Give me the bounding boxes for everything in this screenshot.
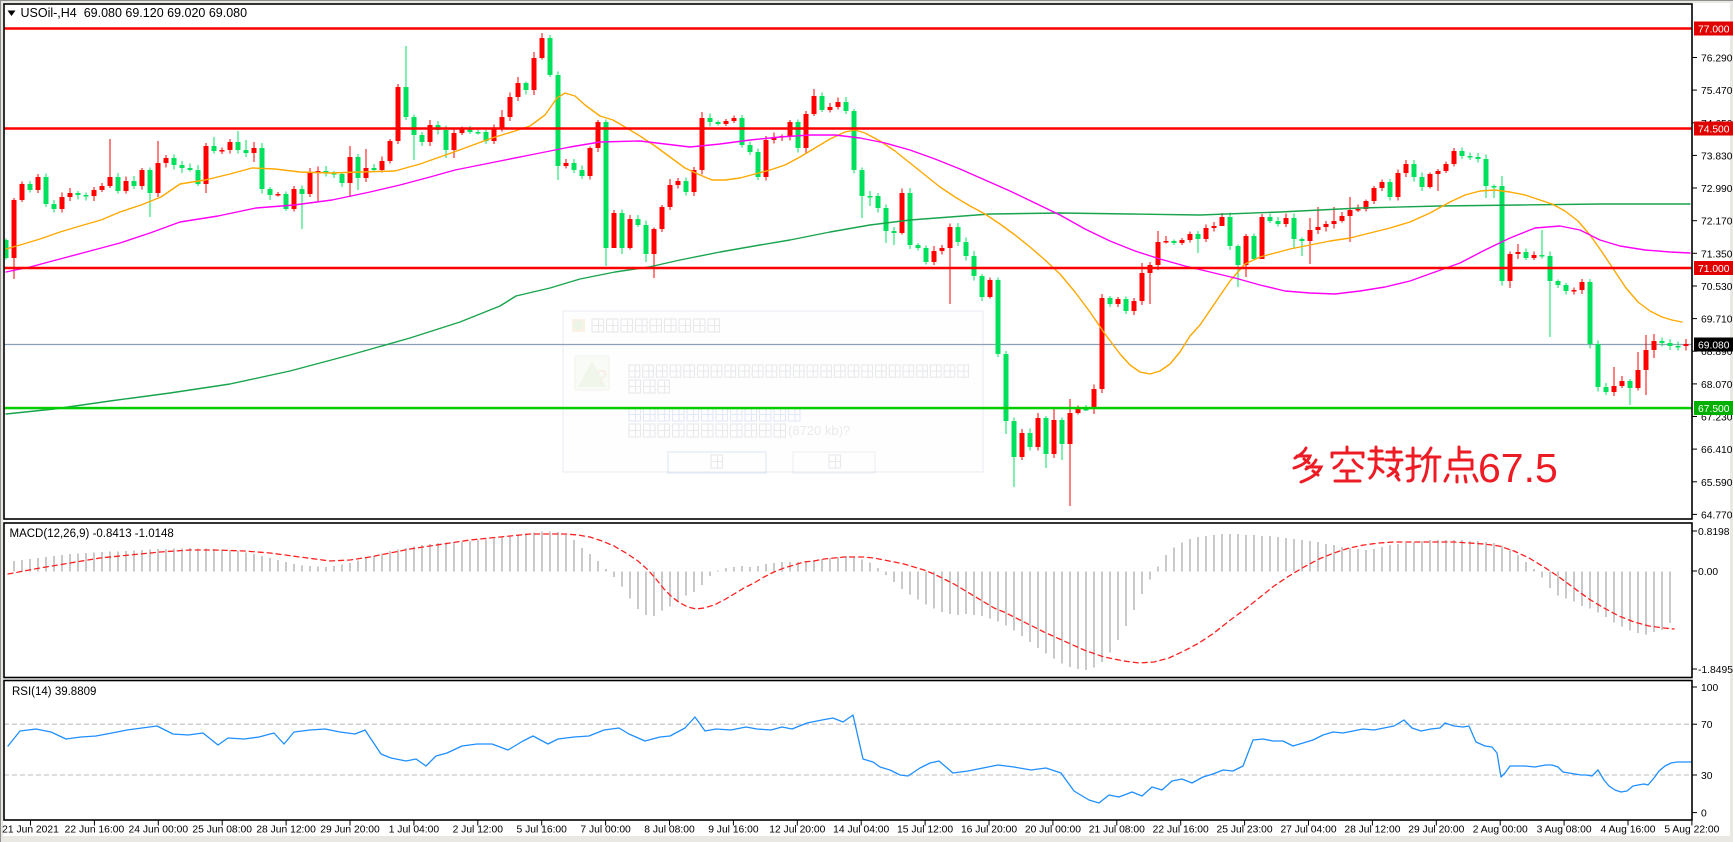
svg-text:0.8198: 0.8198 (1698, 527, 1730, 538)
svg-text:15 Jul 12:00: 15 Jul 12:00 (897, 825, 953, 836)
svg-text:74.500: 74.500 (1698, 125, 1730, 136)
svg-text:24 Jun 00:00: 24 Jun 00:00 (129, 825, 189, 836)
svg-text:100: 100 (1701, 683, 1718, 694)
svg-text:16 Jul 20:00: 16 Jul 20:00 (961, 825, 1017, 836)
svg-text:71.350: 71.350 (1701, 249, 1733, 260)
svg-text:25 Jun 08:00: 25 Jun 08:00 (192, 825, 252, 836)
svg-text:0.00: 0.00 (1698, 567, 1718, 578)
svg-text:7 Jul 00:00: 7 Jul 00:00 (580, 825, 631, 836)
svg-text:20 Jul 00:00: 20 Jul 00:00 (1025, 825, 1081, 836)
svg-text:14 Jul 04:00: 14 Jul 04:00 (833, 825, 889, 836)
svg-text:27 Jul 04:00: 27 Jul 04:00 (1280, 825, 1336, 836)
svg-text:22 Jul 16:00: 22 Jul 16:00 (1153, 825, 1209, 836)
svg-text:5 Aug 22:00: 5 Aug 22:00 (1664, 825, 1719, 836)
svg-text:-1.8495: -1.8495 (1698, 665, 1733, 676)
svg-text:21 Jul 08:00: 21 Jul 08:00 (1089, 825, 1145, 836)
svg-text:73.830: 73.830 (1701, 151, 1733, 162)
svg-text:3 Aug 08:00: 3 Aug 08:00 (1537, 825, 1592, 836)
svg-text:8 Jul 08:00: 8 Jul 08:00 (644, 825, 695, 836)
svg-text:4 Aug 16:00: 4 Aug 16:00 (1601, 825, 1656, 836)
svg-text:9 Jul 16:00: 9 Jul 16:00 (708, 825, 759, 836)
svg-text:29 Jul 20:00: 29 Jul 20:00 (1408, 825, 1464, 836)
svg-text:?: ? (596, 367, 607, 389)
svg-text:28 Jun 12:00: 28 Jun 12:00 (256, 825, 316, 836)
svg-text:0: 0 (1701, 809, 1707, 820)
svg-text:72.170: 72.170 (1701, 217, 1733, 228)
svg-text:68.890: 68.890 (1701, 347, 1733, 358)
svg-text:25 Jul 23:00: 25 Jul 23:00 (1217, 825, 1273, 836)
svg-text:28 Jul 12:00: 28 Jul 12:00 (1344, 825, 1400, 836)
svg-text:29 Jun 20:00: 29 Jun 20:00 (320, 825, 380, 836)
svg-text:70: 70 (1701, 720, 1713, 731)
svg-text:67.500: 67.500 (1698, 404, 1730, 415)
svg-text:RSI(14) 39.8809: RSI(14) 39.8809 (12, 686, 96, 698)
svg-text:64.770: 64.770 (1701, 510, 1733, 521)
svg-text:69.080: 69.080 (1698, 341, 1730, 352)
svg-text:70.530: 70.530 (1701, 282, 1733, 293)
svg-text:66.410: 66.410 (1701, 445, 1733, 456)
svg-text:69.710: 69.710 (1701, 315, 1733, 326)
svg-text:67.5: 67.5 (1478, 445, 1558, 491)
svg-text:2 Jul 12:00: 2 Jul 12:00 (453, 825, 504, 836)
svg-text:5 Jul 16:00: 5 Jul 16:00 (517, 825, 568, 836)
svg-text:75.470: 75.470 (1701, 86, 1733, 97)
svg-text:30: 30 (1701, 771, 1713, 782)
svg-text:2 Aug 00:00: 2 Aug 00:00 (1473, 825, 1528, 836)
svg-text:USOil-,H4 69.080 69.120 69.02: USOil-,H4 69.080 69.120 69.020 69.080 (21, 6, 248, 20)
svg-text:21 Jun 2021: 21 Jun 2021 (2, 825, 59, 836)
svg-text:MACD(12,26,9) -0.8413 -1.0148: MACD(12,26,9) -0.8413 -1.0148 (10, 528, 174, 540)
svg-text:72.990: 72.990 (1701, 184, 1733, 195)
svg-text:71.000: 71.000 (1698, 264, 1730, 275)
svg-text:77.000: 77.000 (1698, 25, 1730, 36)
svg-text:65.590: 65.590 (1701, 478, 1733, 489)
svg-text:76.290: 76.290 (1701, 54, 1733, 65)
svg-text:(8720 kb)?: (8720 kb)? (788, 423, 850, 438)
svg-text:22 Jun 16:00: 22 Jun 16:00 (65, 825, 125, 836)
svg-text:12 Jul 20:00: 12 Jul 20:00 (769, 825, 825, 836)
svg-text:68.070: 68.070 (1701, 380, 1733, 391)
svg-text:1 Jul 04:00: 1 Jul 04:00 (389, 825, 440, 836)
svg-text:67.230: 67.230 (1701, 413, 1733, 424)
